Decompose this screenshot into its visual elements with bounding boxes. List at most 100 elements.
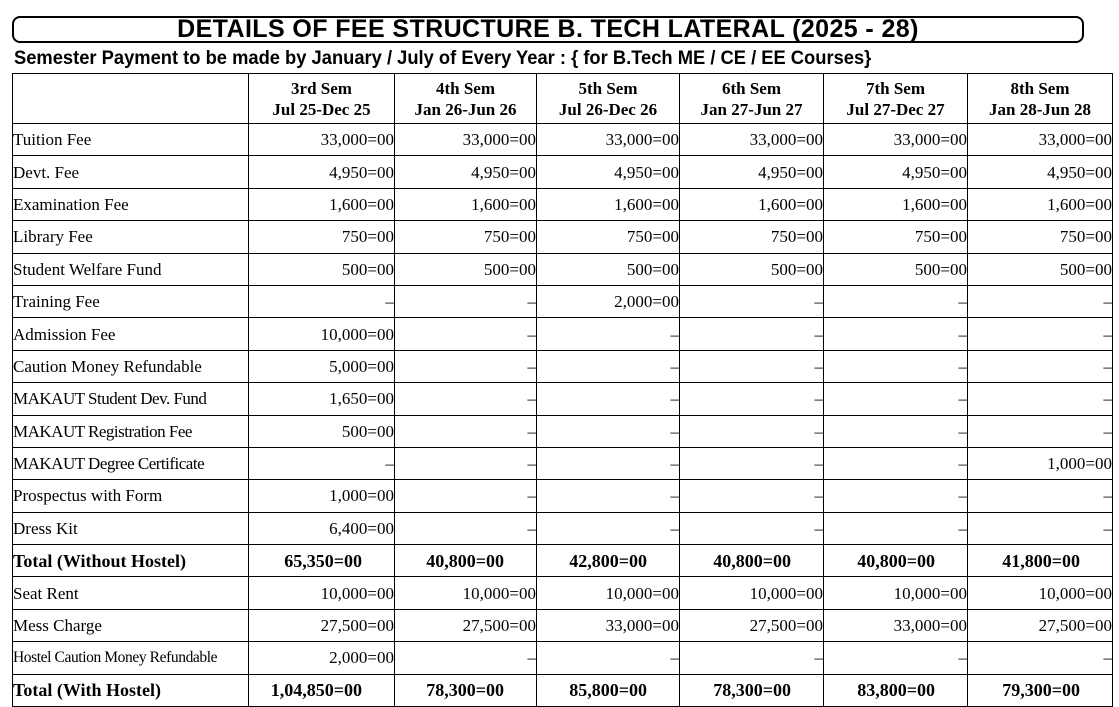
total-row: Total (Without Hostel) 65,350=00 40,800=00… xyxy=(12,544,1113,578)
document-title: DETAILS OF FEE STRUCTURE B. TECH LATERAL… xyxy=(12,16,1084,43)
fee-label: Examination Fee xyxy=(12,187,249,222)
fee-amount: 750=00 xyxy=(394,220,537,254)
fee-amount: 1,600=00 xyxy=(248,187,395,222)
fee-amount: – xyxy=(536,511,680,546)
fee-amount: 500=00 xyxy=(967,252,1113,286)
fee-label: Admission Fee xyxy=(12,317,249,351)
fee-label: Hostel Caution Money Refundable xyxy=(12,641,249,675)
header-semester-cell: 3rd Sem Jul 25-Dec 25 xyxy=(248,73,395,124)
fee-row: Tuition Fee 33,000=00 33,000=00 33,000=00 33… xyxy=(12,122,1113,157)
fee-amount: 750=00 xyxy=(536,220,680,254)
fee-amount: 1,600=00 xyxy=(536,187,680,222)
fee-amount: 6,400=00 xyxy=(248,511,395,546)
fee-amount: – xyxy=(679,479,824,513)
fee-amount: – xyxy=(823,511,968,546)
fee-amount: 78,300=00 xyxy=(679,673,824,707)
fee-amount: 27,500=00 xyxy=(248,608,395,643)
semester-name: 3rd Sem xyxy=(291,78,352,98)
fee-row: Caution Money Refundable 5,000=00– – – – – xyxy=(12,349,1113,384)
fee-amount: 27,500=00 xyxy=(967,608,1113,643)
fee-amount: 5,000=00 xyxy=(248,349,395,384)
fee-amount: 500=00 xyxy=(536,252,680,286)
fee-amount: – xyxy=(536,382,680,416)
semester-period: Jan 27-Jun 27 xyxy=(700,99,803,119)
fee-row: Seat Rent 10,000=00 10,000=00 10,000=00 10,0… xyxy=(12,576,1113,610)
fee-table-body: Tuition Fee 33,000=00 33,000=00 33,000=00 33… xyxy=(12,122,1113,707)
fee-amount: 27,500=00 xyxy=(394,608,537,643)
fee-amount: 65,350=00 xyxy=(248,544,395,578)
fee-row: Admission Fee 10,000=00– – – – – xyxy=(12,317,1113,351)
fee-row: Hostel Caution Money Refundable 2,000=00–… xyxy=(12,641,1113,675)
fee-amount: – xyxy=(823,446,968,481)
fee-amount: 1,650=00 xyxy=(248,382,395,416)
fee-amount: – xyxy=(394,382,537,416)
semester-period: Jul 25-Dec 25 xyxy=(272,99,371,119)
semester-period: Jul 26-Dec 26 xyxy=(558,99,658,119)
semester-name: 6th Sem xyxy=(721,78,782,98)
fee-amount: – xyxy=(679,511,824,546)
fee-amount: – xyxy=(823,284,968,319)
fee-amount: – xyxy=(679,349,824,384)
payment-subtitle: Semester Payment to be made by January /… xyxy=(14,48,872,69)
fee-row: Student Welfare Fund 500=00 500=00 500=00 50… xyxy=(12,252,1113,286)
fee-amount: – xyxy=(967,382,1113,416)
fee-amount: 750=00 xyxy=(823,220,968,254)
fee-row: MAKAUT Student Dev. Fund 1,650=00– – – – – xyxy=(12,382,1113,416)
fee-label: Caution Money Refundable xyxy=(12,349,249,384)
fee-amount: 2,000=00 xyxy=(536,284,680,319)
fee-row: Devt. Fee 4,950=00 4,950=00 4,950=00 4,950=0… xyxy=(12,155,1113,189)
fee-label: Mess Charge xyxy=(12,608,249,643)
semester-name: 7th Sem xyxy=(865,78,926,98)
fee-row: Dress Kit 6,400=00– – – – – xyxy=(12,511,1113,546)
table-header-row: 3rd Sem Jul 25-Dec 25 4th Sem Jan 26-Jun 2… xyxy=(12,73,1113,124)
fee-amount: – xyxy=(248,284,395,319)
fee-amount: 750=00 xyxy=(248,220,395,254)
fee-amount: 500=00 xyxy=(248,252,395,286)
fee-label: Tuition Fee xyxy=(12,122,249,157)
fee-amount: 33,000=00 xyxy=(248,122,395,157)
fee-amount: 40,800=00 xyxy=(394,544,537,578)
fee-amount: 33,000=00 xyxy=(679,122,824,157)
fee-amount: – xyxy=(536,414,680,448)
fee-amount: 1,04,850=00 xyxy=(248,673,395,707)
fee-row: Mess Charge 27,500=00 27,500=00 33,000=00 27… xyxy=(12,608,1113,643)
header-semester-cell: 8th Sem Jan 28-Jun 28 xyxy=(967,73,1113,124)
fee-amount: 1,000=00 xyxy=(967,446,1113,481)
fee-amount: 4,950=00 xyxy=(536,155,680,189)
fee-amount: 10,000=00 xyxy=(248,576,395,610)
fee-amount: 10,000=00 xyxy=(536,576,680,610)
fee-amount: 33,000=00 xyxy=(823,608,968,643)
fee-amount: 750=00 xyxy=(679,220,824,254)
fee-amount: 500=00 xyxy=(248,414,395,448)
semester-name: 4th Sem xyxy=(435,78,496,98)
fee-row: MAKAUT Degree Certificate – – – – –1,000=00 xyxy=(12,446,1113,481)
fee-amount: 4,950=00 xyxy=(679,155,824,189)
semester-period: Jul 27-Dec 27 xyxy=(846,99,945,119)
fee-label: Total (With Hostel) xyxy=(12,673,249,707)
fee-label: Dress Kit xyxy=(12,511,249,546)
fee-amount: – xyxy=(394,641,537,675)
fee-amount: 27,500=00 xyxy=(679,608,824,643)
fee-amount: – xyxy=(394,317,537,351)
fee-amount: 500=00 xyxy=(823,252,968,286)
fee-amount: 41,800=00 xyxy=(967,544,1113,578)
fee-structure-table: 3rd Sem Jul 25-Dec 25 4th Sem Jan 26-Jun 2… xyxy=(12,73,1113,707)
fee-amount: 1,000=00 xyxy=(248,479,395,513)
fee-amount: – xyxy=(536,479,680,513)
fee-amount: – xyxy=(248,446,395,481)
fee-label: Prospectus with Form xyxy=(12,479,249,513)
fee-amount: – xyxy=(967,284,1113,319)
fee-amount: 1,600=00 xyxy=(967,187,1113,222)
fee-amount: – xyxy=(679,641,824,675)
fee-amount: – xyxy=(823,349,968,384)
fee-amount: 33,000=00 xyxy=(536,122,680,157)
fee-row: Prospectus with Form 1,000=00– – – – – xyxy=(12,479,1113,513)
fee-amount: – xyxy=(679,317,824,351)
fee-amount: – xyxy=(823,414,968,448)
fee-amount: 33,000=00 xyxy=(823,122,968,157)
fee-amount: – xyxy=(967,511,1113,546)
fee-amount: 42,800=00 xyxy=(536,544,680,578)
fee-amount: 500=00 xyxy=(679,252,824,286)
fee-amount: 33,000=00 xyxy=(394,122,537,157)
fee-amount: – xyxy=(394,284,537,319)
